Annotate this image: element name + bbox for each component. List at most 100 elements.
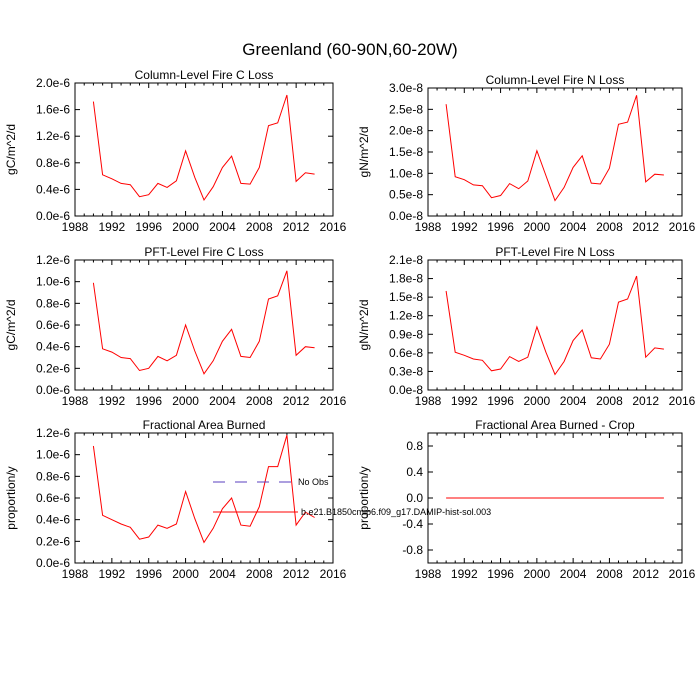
x-tick-label: 2016 — [669, 567, 696, 581]
x-tick-label: 2004 — [209, 567, 236, 581]
y-tick-label: 0.5e-8 — [389, 188, 423, 202]
series-line — [92, 270, 315, 375]
x-tick-label: 1988 — [415, 567, 442, 581]
y-tick-label: 1.2e-6 — [36, 253, 70, 267]
y-tick-label: 1.0e-8 — [389, 166, 423, 180]
x-tick-label: 2008 — [246, 394, 273, 408]
y-tick-label: 0.4e-6 — [36, 513, 70, 527]
panel-title: PFT-Level Fire C Loss — [144, 245, 263, 259]
x-tick-label: 2008 — [596, 394, 623, 408]
x-tick-label: 2000 — [524, 220, 551, 234]
x-tick-label: 2000 — [172, 567, 199, 581]
y-axis-label: gC/m^2/d — [4, 300, 18, 351]
x-tick-label: 2012 — [632, 394, 659, 408]
x-tick-label: 2016 — [320, 394, 347, 408]
y-tick-label: 1.2e-8 — [389, 309, 423, 323]
y-tick-label: 3.0e-8 — [389, 81, 423, 95]
y-tick-label: 0.0 — [406, 491, 423, 505]
panel-title: Column-Level Fire C Loss — [135, 68, 274, 82]
x-tick-label: 2012 — [283, 567, 310, 581]
x-tick-label: 1988 — [415, 220, 442, 234]
x-tick-label: 1992 — [99, 567, 126, 581]
x-tick-label: 1988 — [62, 394, 89, 408]
x-tick-label: 1992 — [451, 220, 478, 234]
panel-5: Fractional Area Burned proportion/y 1988 19… — [4, 418, 347, 581]
x-tick-label: 2004 — [209, 394, 236, 408]
y-tick-label: 0.6e-8 — [389, 346, 423, 360]
y-tick-label: 0.8e-6 — [36, 469, 70, 483]
x-tick-label: 2000 — [172, 220, 199, 234]
y-tick-label: 1.0e-6 — [36, 275, 70, 289]
legend-model-label: b.e21.B1850cmip6.f09_g17.DAMIP-hist-sol.… — [301, 507, 491, 517]
x-tick-label: 2016 — [669, 220, 696, 234]
plot-frame — [74, 82, 334, 217]
x-tick-label: 2012 — [632, 220, 659, 234]
legend: No Obs b.e21.B1850cmip6.f09_g17.DAMIP-hi… — [213, 477, 491, 517]
x-tick-label: 2008 — [246, 567, 273, 581]
x-tick-label: 1988 — [415, 394, 442, 408]
y-tick-label: 1.5e-8 — [389, 145, 423, 159]
x-tick-label: 1992 — [99, 220, 126, 234]
y-axis-label: proportion/y — [4, 466, 18, 529]
y-tick-label: 0.0e-8 — [389, 383, 423, 397]
panel-6: Fractional Area Burned - Crop proportion/… — [357, 418, 696, 581]
y-tick-label: 2.0e-6 — [36, 76, 70, 90]
x-tick-label: 2004 — [209, 220, 236, 234]
y-tick-label: 0.8e-6 — [36, 296, 70, 310]
x-tick-label: 2016 — [320, 567, 347, 581]
x-tick-label: 2012 — [283, 220, 310, 234]
y-tick-label: 0.2e-6 — [36, 534, 70, 548]
x-tick-label: 2016 — [669, 394, 696, 408]
panels: Column-Level Fire C Loss gC/m^2/d 1988 1992… — [4, 68, 696, 581]
y-tick-label: 0.8e-6 — [36, 156, 70, 170]
y-tick-label: 1.8e-8 — [389, 272, 423, 286]
plot-frame — [427, 87, 683, 217]
x-tick-label: 1988 — [62, 220, 89, 234]
y-tick-label: 0.2e-6 — [36, 361, 70, 375]
y-tick-label: 1.2e-6 — [36, 426, 70, 440]
y-tick-label: 1.0e-6 — [36, 448, 70, 462]
x-tick-label: 2000 — [172, 394, 199, 408]
series-line — [92, 435, 315, 544]
y-axis-label: gN/m^2/d — [357, 127, 371, 178]
y-axis-label: proportion/y — [357, 466, 371, 529]
x-tick-label: 2000 — [524, 394, 551, 408]
y-tick-label: 0.8 — [406, 439, 423, 453]
panel-title: Column-Level Fire N Loss — [486, 73, 625, 87]
y-tick-label: 0.6e-6 — [36, 491, 70, 505]
x-tick-label: 1988 — [62, 567, 89, 581]
y-tick-label: 0.4 — [406, 465, 423, 479]
series-line — [445, 275, 664, 376]
y-tick-label: -0.4 — [402, 517, 423, 531]
y-tick-label: 2.0e-8 — [389, 124, 423, 138]
x-tick-label: 1996 — [487, 394, 514, 408]
y-tick-label: 0.0e-6 — [36, 209, 70, 223]
x-tick-label: 1992 — [99, 394, 126, 408]
panel-3: PFT-Level Fire C Loss gC/m^2/d 1988 1992 199… — [4, 245, 347, 408]
panel-1: Column-Level Fire C Loss gC/m^2/d 1988 1992… — [4, 68, 347, 234]
y-tick-label: 1.5e-8 — [389, 290, 423, 304]
y-axis-label: gC/m^2/d — [4, 124, 18, 175]
x-tick-label: 2016 — [320, 220, 347, 234]
panel-title: Fractional Area Burned — [143, 418, 266, 432]
x-tick-label: 1996 — [487, 567, 514, 581]
plot-frame — [74, 432, 334, 564]
series-line — [445, 95, 664, 202]
panel-title: PFT-Level Fire N Loss — [495, 245, 614, 259]
y-tick-label: 0.0e-6 — [36, 383, 70, 397]
x-tick-label: 1996 — [135, 567, 162, 581]
x-tick-label: 2004 — [560, 220, 587, 234]
y-tick-label: 1.2e-6 — [36, 129, 70, 143]
x-tick-label: 1996 — [135, 220, 162, 234]
x-tick-label: 2004 — [560, 567, 587, 581]
plot-frame — [74, 259, 334, 391]
x-tick-label: 1996 — [487, 220, 514, 234]
y-axis-label: gN/m^2/d — [357, 300, 371, 351]
panel-4: PFT-Level Fire N Loss gN/m^2/d 1988 1992 199… — [357, 245, 696, 408]
x-tick-label: 2008 — [246, 220, 273, 234]
y-tick-label: 0.0e-6 — [36, 556, 70, 570]
y-tick-label: 0.9e-8 — [389, 327, 423, 341]
legend-no-obs-label: No Obs — [298, 477, 329, 487]
y-tick-label: 2.5e-8 — [389, 102, 423, 116]
